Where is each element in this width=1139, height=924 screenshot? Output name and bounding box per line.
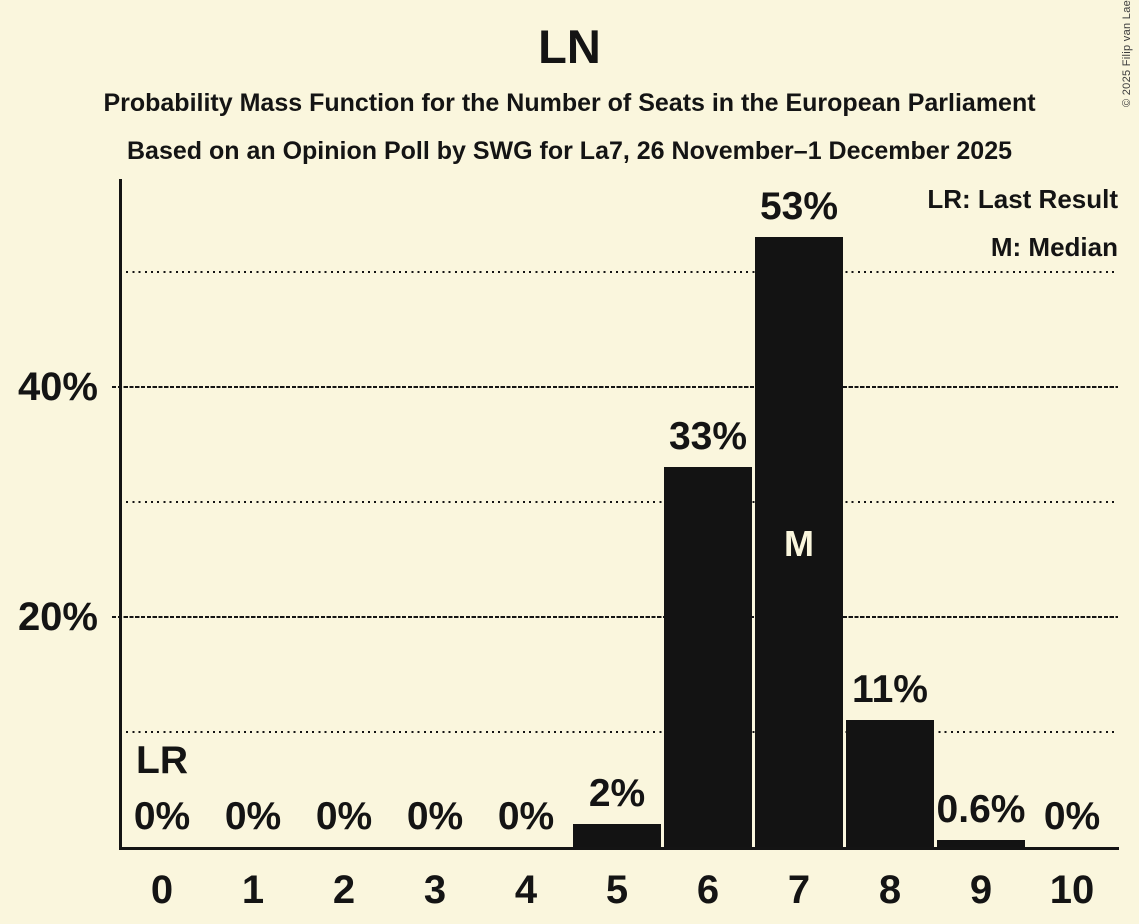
median-marker: M <box>784 523 814 564</box>
legend-median-label: M: Median <box>990 232 1118 262</box>
bar-seat-8 <box>846 720 934 847</box>
bar-value-label-seat-2: 0% <box>315 795 373 838</box>
x-axis-label-seat-6: 6 <box>696 868 720 912</box>
bar-value-label-seat-10: 0% <box>1043 795 1101 838</box>
bar-value-label-seat-3: 0% <box>406 795 464 838</box>
x-axis-label-seat-8: 8 <box>878 868 902 912</box>
bar-seat-6 <box>664 467 752 847</box>
bar-value-label-seat-4: 0% <box>497 795 555 838</box>
x-axis-label-seat-10: 10 <box>1049 868 1095 912</box>
bar-seat-5 <box>573 824 661 847</box>
x-axis-label-seat-0: 0 <box>150 868 174 912</box>
x-axis-label-seat-9: 9 <box>969 868 993 912</box>
y-axis-label-20pct: 20% <box>17 594 98 639</box>
x-axis-label-seat-3: 3 <box>423 868 447 912</box>
x-axis-label-seat-5: 5 <box>605 868 629 912</box>
y-axis-line <box>119 179 122 850</box>
gridline-10pct <box>120 730 1118 733</box>
bar-value-label-seat-7: 53% <box>759 185 839 228</box>
bar-seat-7 <box>755 237 843 847</box>
copyright-notice: © 2025 Filip van Laenen <box>1121 0 1133 107</box>
x-axis-label-seat-7: 7 <box>787 868 811 912</box>
gridline-20pct <box>112 615 1118 618</box>
legend-last-result-label: LR: Last Result <box>927 184 1118 214</box>
bar-value-label-seat-8: 11% <box>852 668 928 711</box>
bar-value-label-seat-0: 0% <box>133 795 191 838</box>
y-axis-label-40pct: 40% <box>17 364 98 409</box>
gridline-30pct <box>120 500 1118 503</box>
chart-subtitle-line1: Probability Mass Function for the Number… <box>103 89 1036 117</box>
last-result-marker: LR <box>136 739 188 782</box>
bar-seat-9 <box>937 840 1025 847</box>
chart-title: LN <box>538 20 601 73</box>
x-axis-line <box>119 847 1119 850</box>
x-axis-label-seat-4: 4 <box>514 868 538 912</box>
x-axis-label-seat-1: 1 <box>241 868 265 912</box>
gridline-50pct <box>120 270 1118 273</box>
bar-value-label-seat-1: 0% <box>224 795 282 838</box>
bar-value-label-seat-9: 0.6% <box>936 788 1026 831</box>
gridline-40pct <box>112 385 1118 388</box>
bar-value-label-seat-5: 2% <box>588 772 646 815</box>
chart-subtitle-line2: Based on an Opinion Poll by SWG for La7,… <box>127 137 1012 165</box>
x-axis-label-seat-2: 2 <box>332 868 356 912</box>
bar-value-label-seat-6: 33% <box>668 415 748 458</box>
